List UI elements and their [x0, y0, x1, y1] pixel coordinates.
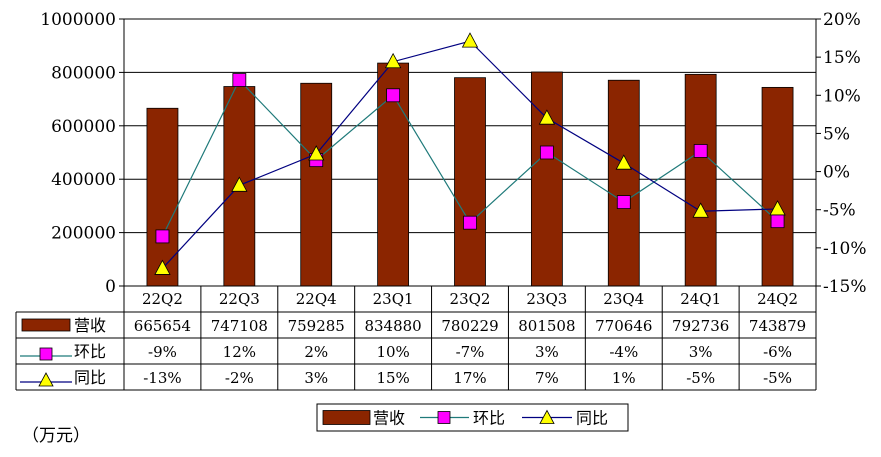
- left-tick-label: 400000: [51, 170, 116, 190]
- point-marker-triangle: [231, 176, 248, 192]
- table-cell: 10%: [376, 343, 409, 361]
- left-tick-label: 600000: [51, 117, 116, 137]
- table-cell: 7%: [535, 369, 559, 387]
- right-tick-label: -15%: [823, 277, 867, 297]
- table-cell: 770646: [595, 317, 652, 335]
- table-series-name: 同比: [74, 368, 106, 387]
- point-marker-triangle: [384, 52, 402, 69]
- bar: [454, 77, 486, 287]
- table-key-marker: [39, 347, 53, 361]
- left-tick-label: 0: [105, 277, 116, 297]
- point-marker-triangle: [461, 32, 479, 48]
- table-cell: 3%: [304, 369, 328, 387]
- table-cell: 743879: [749, 317, 806, 335]
- point-marker-square: [232, 73, 247, 87]
- table-cell: -4%: [609, 343, 638, 361]
- unit-label: （万元）: [22, 426, 90, 446]
- table-cell: -5%: [763, 369, 792, 387]
- legend-swatch-bar: [322, 410, 371, 425]
- point-marker-square: [770, 214, 785, 229]
- category-label: 22Q2: [142, 290, 183, 308]
- point-marker-triangle: [308, 145, 325, 161]
- right-tick-label: 10%: [823, 86, 861, 106]
- table-cell: -7%: [456, 343, 485, 361]
- table-cell: 2%: [304, 343, 328, 361]
- legend-swatch-marker: [539, 409, 555, 424]
- point-marker-triangle: [615, 154, 632, 170]
- point-marker-square: [155, 229, 170, 244]
- point-marker-triangle: [692, 202, 709, 218]
- table-cell: -6%: [763, 343, 792, 361]
- table-cell: 12%: [223, 343, 256, 361]
- point-marker-triangle: [154, 259, 171, 275]
- category-label: 23Q2: [450, 290, 491, 308]
- table-cell: -2%: [225, 369, 254, 387]
- left-tick-label: 1000000: [40, 10, 116, 30]
- right-tick-label: 15%: [823, 48, 861, 68]
- table-cell: 780229: [441, 317, 498, 335]
- bar: [146, 107, 179, 287]
- right-tick-label: -5%: [823, 201, 856, 221]
- table-key-marker: [38, 372, 54, 387]
- table-cell: 759285: [288, 317, 345, 335]
- table-cell: 3%: [689, 343, 713, 361]
- point-marker-triangle: [538, 109, 556, 125]
- category-label: 23Q3: [526, 290, 567, 308]
- left-tick-label: 800000: [51, 63, 116, 83]
- table-cell: 801508: [518, 317, 575, 335]
- table-cell: 3%: [535, 343, 559, 361]
- legend-label: 营收: [373, 409, 405, 428]
- right-tick-label: 5%: [823, 124, 850, 144]
- table-cell: 665654: [134, 317, 191, 335]
- legend-swatch-marker: [437, 411, 451, 424]
- point-marker-square: [463, 215, 477, 230]
- point-marker-square: [616, 195, 631, 209]
- table-series-name: 环比: [74, 342, 106, 361]
- table-cell: 15%: [376, 369, 409, 387]
- point-marker-square: [693, 144, 708, 158]
- table-cell: -9%: [148, 343, 177, 361]
- table-cell: 1%: [612, 369, 636, 387]
- bar: [607, 79, 640, 287]
- bar: [684, 73, 717, 287]
- legend-label: 同比: [576, 409, 608, 428]
- point-marker-square: [539, 145, 554, 160]
- category-label: 24Q2: [757, 290, 798, 308]
- bar: [300, 82, 333, 287]
- category-label: 23Q1: [373, 290, 414, 308]
- category-label: 23Q4: [603, 290, 644, 308]
- table-cell: -5%: [686, 369, 715, 387]
- point-marker-square: [386, 88, 401, 103]
- table-cell: 17%: [453, 369, 486, 387]
- table-cell: 747108: [211, 317, 268, 335]
- category-label: 22Q3: [219, 290, 260, 308]
- left-tick-label: 200000: [51, 224, 116, 244]
- right-tick-label: -10%: [823, 239, 867, 259]
- bar: [761, 86, 794, 287]
- table-series-name: 营收: [74, 316, 106, 335]
- bar: [530, 71, 563, 287]
- category-label: 22Q4: [296, 290, 337, 308]
- right-tick-label: 20%: [823, 10, 861, 30]
- legend-label: 环比: [473, 409, 505, 428]
- category-label: 24Q1: [680, 290, 721, 308]
- table-cell: 834880: [364, 317, 421, 335]
- table-cell: -13%: [143, 369, 181, 387]
- table-key-bar: [21, 318, 71, 332]
- table-cell: 792736: [672, 317, 729, 335]
- right-tick-label: 0%: [823, 163, 850, 183]
- point-marker-triangle: [769, 200, 786, 216]
